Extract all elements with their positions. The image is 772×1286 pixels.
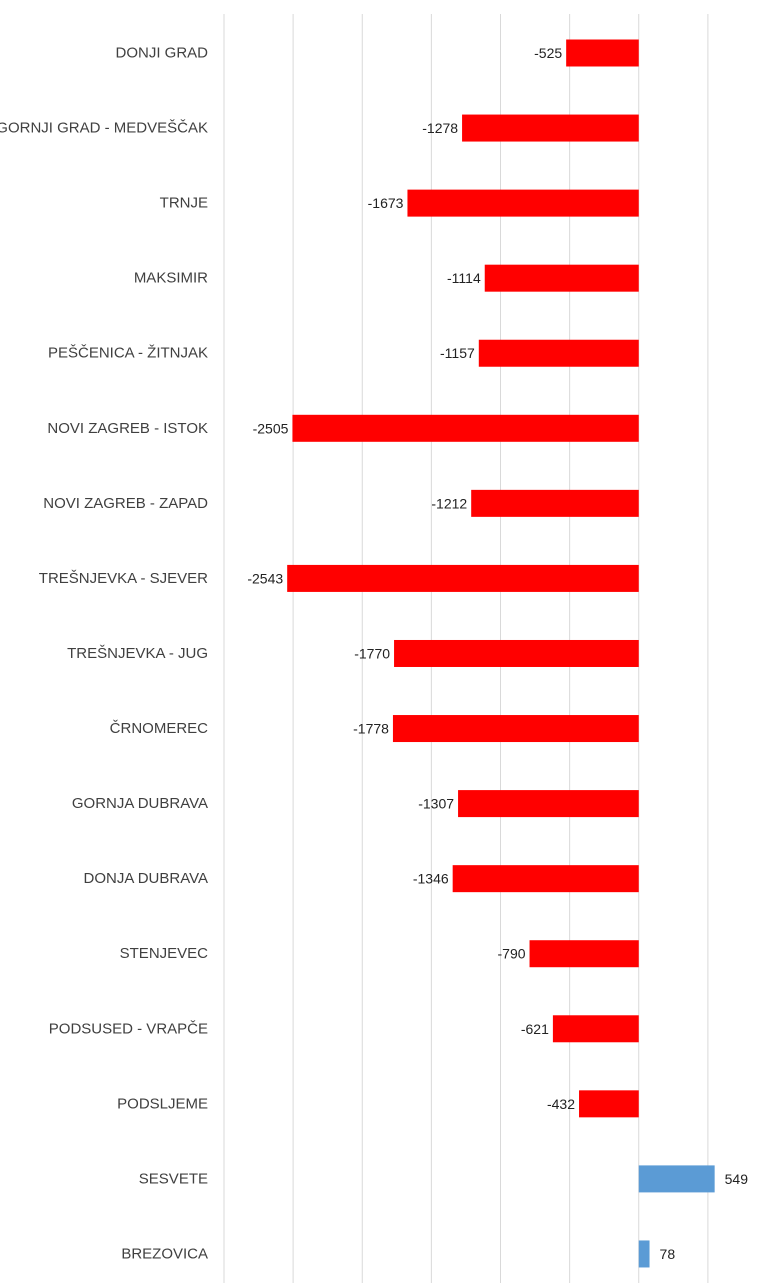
category-label: ČRNOMEREC [110, 720, 209, 737]
category-label: TREŠNJEVKA - SJEVER [39, 570, 208, 587]
category-label: BREZOVICA [121, 1245, 208, 1262]
data-label: 549 [725, 1171, 749, 1187]
category-label: TRNJE [160, 195, 208, 212]
bar [392, 715, 639, 743]
category-label: NOVI ZAGREB - ISTOK [47, 420, 208, 437]
data-label: -1778 [353, 721, 389, 737]
data-label: -790 [498, 946, 526, 962]
bar [471, 489, 639, 517]
category-label: NOVI ZAGREB - ZAPAD [43, 495, 208, 512]
data-label: -2543 [247, 570, 283, 586]
bar [452, 865, 639, 893]
category-label: PODSUSED - VRAPČE [49, 1020, 208, 1037]
labels: DONJI GRAD -525 GORNJI GRAD - MEDVEŠČAK -12… [0, 45, 748, 1263]
category-label: DONJI GRAD [115, 45, 208, 62]
data-label: -621 [521, 1021, 549, 1037]
bar [638, 1165, 715, 1193]
bars [287, 39, 715, 1268]
data-label: -1114 [447, 270, 481, 286]
bar [394, 639, 639, 667]
category-label: PODSLJEME [117, 1095, 208, 1112]
bar [579, 1090, 639, 1118]
bar [484, 264, 639, 292]
data-label: -1278 [422, 120, 458, 136]
category-label: GORNJI GRAD - MEDVEŠČAK [0, 120, 208, 137]
category-label: GORNJA DUBRAVA [72, 795, 208, 812]
bar [478, 339, 639, 367]
data-label: -1157 [440, 345, 475, 361]
bar [458, 790, 639, 818]
category-label: DONJA DUBRAVA [84, 870, 208, 887]
bar [407, 189, 639, 217]
data-label: -1307 [418, 796, 454, 812]
data-label: -1770 [354, 645, 390, 661]
bar [292, 414, 639, 442]
bar [287, 564, 639, 592]
bar [529, 940, 639, 968]
category-label: SESVETE [139, 1170, 208, 1187]
data-label: -1673 [368, 195, 404, 211]
bar [566, 39, 639, 67]
data-label: -2505 [253, 420, 289, 436]
category-label: TREŠNJEVKA - JUG [67, 645, 208, 662]
data-label: -525 [534, 45, 562, 61]
category-label: MAKSIMIR [134, 270, 208, 287]
data-label: -1346 [413, 871, 449, 887]
bar [462, 114, 639, 142]
bar [552, 1015, 639, 1043]
category-label: STENJEVEC [120, 945, 209, 962]
category-label: PEŠČENICA - ŽITNJAK [48, 345, 208, 362]
data-label: 78 [660, 1246, 676, 1262]
data-label: -1212 [431, 495, 467, 511]
data-label: -432 [547, 1096, 575, 1112]
bar [638, 1240, 650, 1268]
